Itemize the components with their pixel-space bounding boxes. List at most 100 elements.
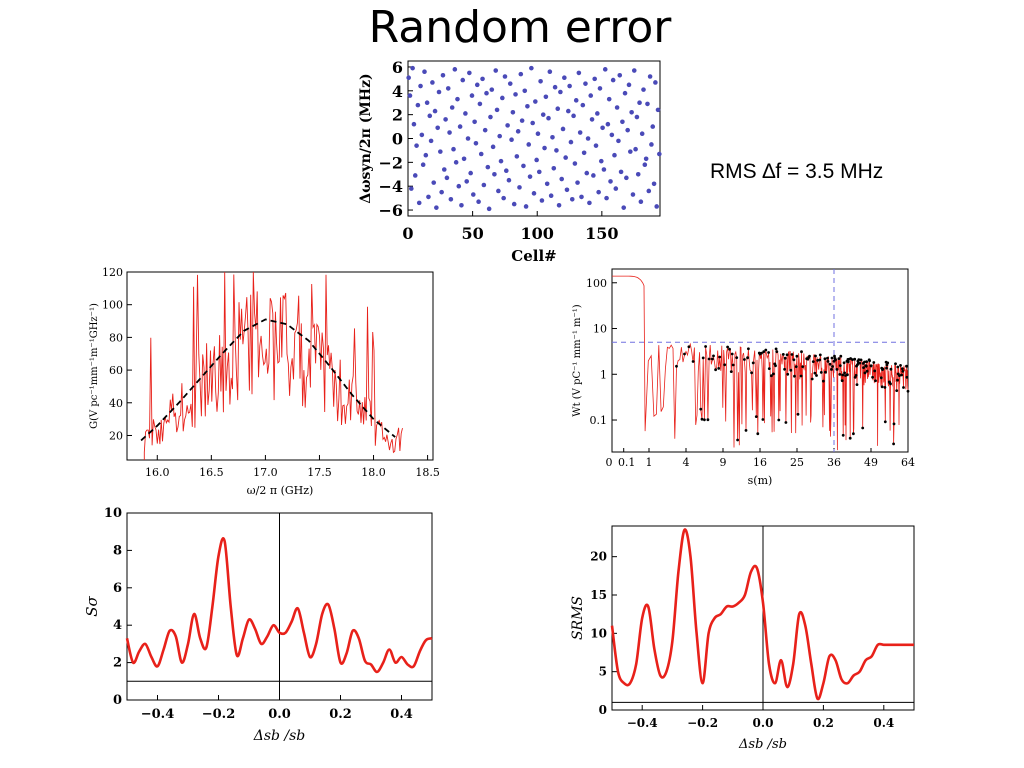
wake-marker: [831, 365, 834, 368]
wake-marker: [683, 352, 686, 356]
wake-marker: [793, 374, 796, 378]
data-point: [552, 84, 558, 90]
x-tick-label: 100: [521, 224, 554, 243]
data-point: [649, 142, 654, 147]
wake-marker: [767, 367, 771, 370]
data-point: [441, 167, 447, 172]
wake-marker: [735, 356, 739, 359]
data-point: [411, 121, 417, 127]
wake-marker: [796, 412, 800, 416]
wake-marker: [899, 364, 902, 367]
data-point: [588, 93, 594, 98]
data-point: [605, 121, 611, 127]
data-point: [457, 124, 463, 129]
data-point: [439, 189, 444, 195]
data-point: [513, 92, 518, 97]
data-point: [555, 106, 561, 111]
data-point: [657, 151, 662, 157]
wake-marker: [869, 364, 873, 368]
data-point: [581, 150, 587, 156]
data-point: [612, 152, 617, 158]
data-point: [572, 161, 578, 166]
series-line: [610, 528, 914, 701]
x-tick-label: 18.5: [415, 466, 440, 479]
data-point: [651, 181, 657, 187]
wake-marker: [880, 385, 884, 389]
wake-marker: [881, 367, 885, 371]
y-tick-label: 0: [113, 693, 122, 708]
wake-marker: [865, 369, 869, 373]
data-point: [577, 130, 583, 135]
x-tick-label: 17.5: [307, 466, 332, 479]
wake-marker: [808, 354, 811, 358]
y-tick-label: 5: [599, 665, 607, 679]
wake-marker: [700, 417, 704, 421]
data-point: [410, 65, 415, 71]
wake-marker: [900, 373, 903, 377]
wake-marker: [874, 379, 877, 383]
data-point: [628, 149, 633, 154]
wake-marker: [707, 357, 711, 361]
wake-marker: [746, 356, 749, 360]
data-point: [625, 127, 630, 133]
x-tick-label: 64: [901, 456, 915, 469]
x-tick-label: −0.4: [627, 716, 658, 730]
data-point: [569, 197, 575, 202]
data-point: [480, 76, 485, 82]
data-point: [485, 164, 491, 170]
data-point: [558, 89, 563, 95]
wake-marker: [885, 366, 888, 370]
x-tick-label: 0: [606, 456, 613, 469]
data-point: [517, 185, 522, 190]
wake-marker: [818, 353, 822, 357]
wake-marker: [865, 360, 868, 363]
scatter-plot-cell-frequency-error: 0 50 100 150 −6 −4 −2 0 2 4 6 Cell# Δωsyn/2π (MHz): [358, 58, 662, 265]
wake-marker: [861, 426, 865, 430]
wake-marker: [841, 433, 845, 437]
wake-marker: [799, 374, 803, 378]
wake-marker: [691, 360, 695, 363]
data-point: [423, 152, 429, 158]
y-tick-label: 0: [392, 130, 403, 149]
data-point: [580, 102, 586, 108]
wake-marker: [852, 432, 855, 436]
data-point: [507, 81, 513, 86]
s-rms-plot: −0.4 −0.2 0.0 0.2 0.4 0 5 10 15 20 Δsb /sb SRMS: [570, 525, 915, 752]
data-point: [622, 90, 628, 96]
y-tick-label: −4: [378, 177, 403, 196]
data-point: [563, 155, 568, 160]
x-tick-label: 0.4: [873, 716, 894, 730]
data-point: [535, 131, 541, 137]
wake-marker: [701, 356, 705, 360]
x-tick-label: 0.2: [329, 707, 352, 722]
data-point: [643, 156, 649, 162]
wake-marker: [760, 351, 763, 355]
wake-marker: [848, 436, 852, 440]
data-point: [614, 105, 620, 110]
y-tick-label: 15: [590, 588, 607, 602]
data-point: [539, 198, 545, 203]
data-point: [613, 186, 619, 191]
data-point: [530, 120, 535, 126]
data-point: [597, 86, 603, 91]
data-point: [501, 195, 506, 201]
data-point: [509, 137, 514, 142]
data-point: [518, 71, 524, 77]
data-point: [474, 82, 480, 88]
slide-title: Random error: [368, 2, 672, 53]
data-point: [647, 74, 653, 79]
data-point: [412, 173, 418, 178]
data-point: [459, 202, 464, 208]
wake-marker: [902, 386, 905, 389]
x-axis-label: ω/2 π (GHz): [247, 484, 314, 497]
y-tick-label: 6: [113, 581, 122, 596]
data-point: [620, 119, 625, 125]
data-point: [526, 142, 532, 147]
data-point: [407, 93, 413, 98]
x-tick-label: 0.4: [390, 707, 413, 722]
x-tick-label: 17.0: [253, 466, 278, 479]
data-point: [583, 81, 588, 86]
data-point: [453, 160, 459, 165]
wake-marker: [857, 358, 861, 362]
data-point: [496, 188, 501, 194]
